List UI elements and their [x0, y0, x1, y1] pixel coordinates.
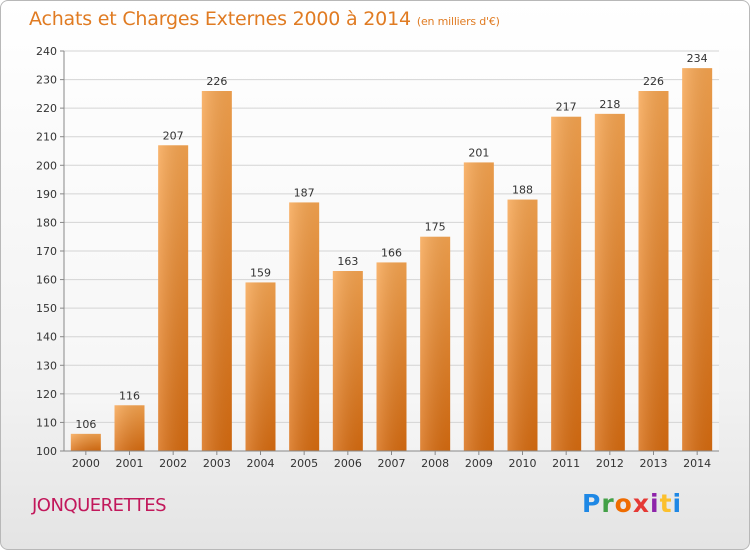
logo-letter: P — [582, 489, 602, 518]
x-tick-label: 2005 — [290, 457, 318, 470]
x-tick-label: 2004 — [247, 457, 275, 470]
x-tick-label: 2009 — [465, 457, 493, 470]
x-tick-label: 2008 — [421, 457, 449, 470]
logo-letter: i — [650, 489, 660, 518]
bar-value-label: 159 — [250, 266, 271, 279]
bar-shading — [114, 405, 145, 451]
y-tick-label: 240 — [36, 45, 57, 58]
x-tick-label: 2003 — [203, 457, 231, 470]
x-tick-label: 2013 — [640, 457, 668, 470]
bar-shading — [376, 262, 407, 451]
bar-shading — [420, 236, 451, 451]
bars: 106 116 207 226 159 187 163 166 175 201 188 217 218 2… — [70, 52, 713, 452]
x-tick-label: 2014 — [683, 457, 711, 470]
bar-shading — [158, 145, 189, 452]
bar-shading — [332, 271, 363, 451]
y-tick-label: 110 — [36, 416, 57, 429]
y-tick-label: 180 — [36, 216, 57, 229]
x-tick-label: 2000 — [72, 457, 100, 470]
y-tick-label: 140 — [36, 331, 57, 344]
y-tick-label: 200 — [36, 159, 57, 172]
y-tick-label: 230 — [36, 74, 57, 87]
bar-value-label: 106 — [75, 418, 96, 431]
logo-letter: x — [632, 489, 650, 518]
bar-value-label: 201 — [468, 146, 489, 159]
bar-value-label: 226 — [206, 75, 227, 88]
y-tick-label: 120 — [36, 388, 57, 401]
bar-value-label: 116 — [119, 389, 140, 402]
bar-shading — [507, 199, 538, 451]
bar-value-label: 217 — [556, 101, 577, 114]
bar-shading — [289, 202, 320, 451]
x-tick-label: 2007 — [378, 457, 406, 470]
bar-value-label: 226 — [643, 75, 664, 88]
y-tick-label: 190 — [36, 188, 57, 201]
bar-value-label: 218 — [599, 98, 620, 111]
x-tick-label: 2002 — [159, 457, 187, 470]
x-tick-label: 2010 — [509, 457, 537, 470]
bar-shading — [245, 282, 276, 451]
bar-value-label: 187 — [294, 186, 315, 199]
bar-shading — [682, 68, 713, 452]
chart-title: Achats et Charges Externes 2000 à 2014 (e… — [29, 8, 500, 30]
bar-shading — [638, 91, 669, 451]
bar-value-label: 175 — [425, 221, 446, 234]
bar-value-label: 163 — [337, 255, 358, 268]
bar-value-label: 207 — [163, 129, 184, 142]
x-tick-label: 2012 — [596, 457, 624, 470]
axes: 100 110 120 130 140 150 160 170 180 190 200 210 220 2… — [36, 45, 719, 470]
title-unit: (en milliers d'€) — [416, 15, 500, 28]
y-tick-label: 100 — [36, 445, 57, 458]
bar-value-label: 166 — [381, 246, 402, 259]
logo-letter: t — [659, 489, 673, 518]
x-tick-label: 2006 — [334, 457, 362, 470]
x-tick-label: 2001 — [116, 457, 144, 470]
bar-shading — [551, 116, 582, 451]
y-tick-label: 170 — [36, 245, 57, 258]
y-tick-label: 160 — [36, 274, 57, 287]
logo-letter: i — [672, 489, 683, 518]
commune-name: JONQUERETTES — [32, 495, 167, 516]
y-tick-label: 130 — [36, 359, 57, 372]
y-tick-label: 220 — [36, 102, 57, 115]
x-tick-label: 2011 — [552, 457, 580, 470]
bar-shading — [70, 433, 101, 451]
bar-shading — [463, 162, 494, 451]
logo-letter: r — [601, 489, 615, 518]
title-text: Achats et Charges Externes 2000 à 2014 — [29, 8, 411, 30]
bar-shading — [594, 113, 625, 451]
proxiti-logo: Proxiti — [582, 489, 682, 518]
y-tick-label: 150 — [36, 302, 57, 315]
y-tick-label: 210 — [36, 131, 57, 144]
bar-value-label: 188 — [512, 184, 533, 197]
logo-letter: o — [614, 489, 633, 518]
bar-shading — [201, 91, 232, 451]
bar-value-label: 234 — [687, 52, 708, 65]
